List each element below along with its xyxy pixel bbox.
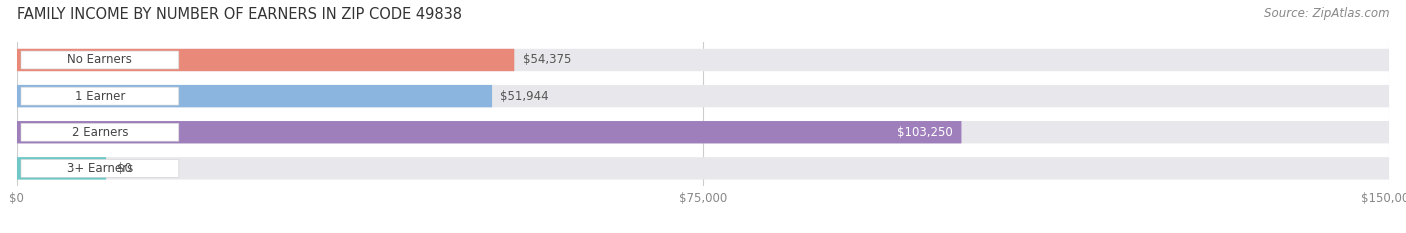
Text: $0: $0 bbox=[117, 162, 132, 175]
FancyBboxPatch shape bbox=[21, 159, 179, 177]
Text: 1 Earner: 1 Earner bbox=[75, 90, 125, 103]
Text: $103,250: $103,250 bbox=[897, 126, 953, 139]
Text: $54,375: $54,375 bbox=[523, 54, 571, 66]
Text: No Earners: No Earners bbox=[67, 54, 132, 66]
FancyBboxPatch shape bbox=[17, 121, 962, 144]
FancyBboxPatch shape bbox=[17, 85, 492, 107]
FancyBboxPatch shape bbox=[17, 121, 1389, 144]
FancyBboxPatch shape bbox=[21, 87, 179, 105]
FancyBboxPatch shape bbox=[21, 51, 179, 69]
FancyBboxPatch shape bbox=[17, 49, 515, 71]
FancyBboxPatch shape bbox=[21, 123, 179, 141]
FancyBboxPatch shape bbox=[17, 157, 105, 180]
Text: 3+ Earners: 3+ Earners bbox=[66, 162, 134, 175]
Text: FAMILY INCOME BY NUMBER OF EARNERS IN ZIP CODE 49838: FAMILY INCOME BY NUMBER OF EARNERS IN ZI… bbox=[17, 7, 463, 22]
FancyBboxPatch shape bbox=[17, 49, 1389, 71]
FancyBboxPatch shape bbox=[17, 157, 1389, 180]
Text: Source: ZipAtlas.com: Source: ZipAtlas.com bbox=[1264, 7, 1389, 20]
Text: 2 Earners: 2 Earners bbox=[72, 126, 128, 139]
Text: $51,944: $51,944 bbox=[501, 90, 548, 103]
FancyBboxPatch shape bbox=[17, 85, 1389, 107]
